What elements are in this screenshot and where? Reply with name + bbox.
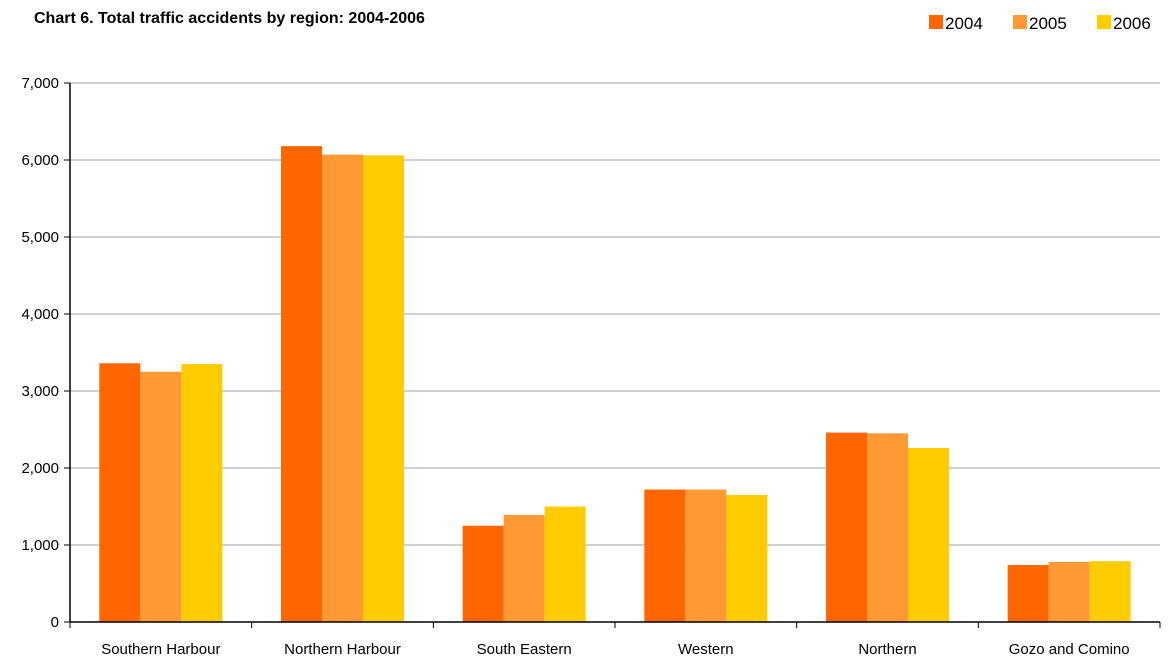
bar-2004-2 (462, 525, 504, 622)
bar-2006-2 (544, 506, 586, 622)
bar-2004-5 (1007, 565, 1049, 622)
bar-2004-4 (826, 432, 867, 622)
y-tick-label: 0 (51, 614, 59, 631)
bars (99, 146, 1131, 623)
legend-swatch-2004 (929, 15, 943, 29)
y-tick-label: 5,000 (21, 229, 59, 246)
axes (64, 82, 1161, 628)
x-tick-label: Western (678, 641, 734, 658)
y-axis-tick-labels: 0 1,000 2,000 3,000 4,000 5,000 6,000 7,000 (21, 75, 59, 631)
x-tick-label: Northern (858, 641, 916, 658)
chart-title: Chart 6. Total traffic accidents by regi… (34, 10, 425, 27)
x-tick-label: South Eastern (477, 641, 572, 658)
bar-2005-1 (322, 154, 363, 623)
legend-label-2005: 2005 (1029, 14, 1067, 33)
bar-2005-2 (503, 514, 545, 622)
bar-2006-1 (363, 155, 404, 622)
y-tick-label: 7,000 (21, 75, 59, 92)
legend-label-2006: 2006 (1113, 14, 1151, 33)
y-tick-label: 3,000 (21, 383, 59, 400)
bar-2005-4 (867, 433, 908, 622)
bar-2006-3 (726, 494, 768, 622)
x-axis-tick-labels: Southern Harbour Northern Harbour South Ea… (101, 641, 1129, 658)
x-tick-label: Gozo and Comino (1009, 641, 1130, 658)
bar-2004-1 (281, 146, 322, 622)
legend-label-2004: 2004 (945, 14, 983, 33)
bar-2006-0 (181, 364, 223, 622)
y-tick-label: 4,000 (21, 306, 59, 323)
legend-swatch-2005 (1013, 15, 1027, 29)
x-tick-label: Southern Harbour (101, 641, 220, 658)
bar-2004-3 (644, 489, 686, 622)
y-tick-label: 2,000 (21, 460, 59, 477)
bar-2004-0 (99, 363, 141, 622)
legend-swatch-2006 (1097, 15, 1111, 29)
bar-2005-5 (1048, 561, 1090, 622)
gridlines (70, 82, 1160, 546)
y-tick-label: 6,000 (21, 152, 59, 169)
legend: 2004 2005 2006 (929, 14, 1151, 33)
y-tick-label: 1,000 (21, 537, 59, 554)
bar-2006-5 (1089, 561, 1131, 622)
bar-2006-4 (908, 447, 949, 622)
bar-2005-0 (140, 371, 182, 622)
x-tick-label: Northern Harbour (284, 641, 401, 658)
bar-2005-3 (685, 489, 727, 622)
